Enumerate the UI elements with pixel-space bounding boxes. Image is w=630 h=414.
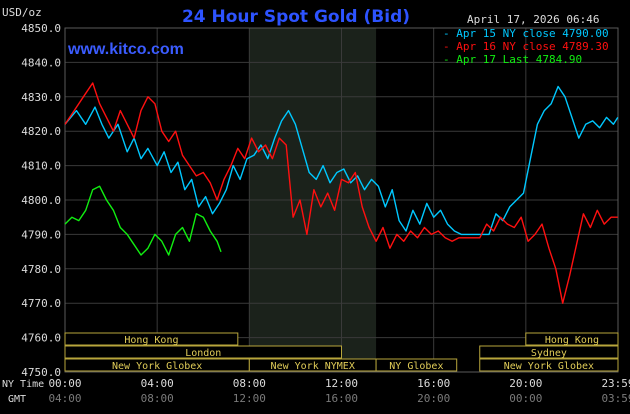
session-label-left-2: New York Globex: [112, 361, 202, 372]
x-tick-label-gmt: 16:00: [325, 392, 358, 405]
y-tick-label: 4850.0: [21, 22, 61, 35]
y-tick-label: 4790.0: [21, 228, 61, 241]
x-tick-label-gmt: 08:00: [141, 392, 174, 405]
y-tick-label: 4810.0: [21, 160, 61, 173]
currency-unit-label: USD/oz: [2, 6, 42, 19]
session-bar-right-0: [525, 332, 619, 346]
timestamp: April 17, 2026 06:46: [467, 13, 599, 26]
chart-title: 24 Hour Spot Gold (Bid): [182, 7, 410, 27]
y-tick-label: 4770.0: [21, 297, 61, 310]
y-axis-ticks: 4850.0 4840.0 4830.0 4820.0 4810.0 4800.0 4790…: [21, 22, 61, 379]
y-tick-label: 4760.0: [21, 332, 61, 345]
x-tick-label-ny: 00:00: [48, 377, 81, 390]
brand-watermark: www.kitco.com: [67, 41, 184, 58]
series-line-0: [64, 85, 619, 236]
session-label-left-4: NY Globex: [389, 361, 443, 372]
session-bar-left-1: [64, 345, 342, 359]
market-session-bars: Hong Kong London New York Globex New York N…: [64, 332, 619, 372]
x-tick-label-gmt: 04:00: [48, 392, 81, 405]
session-label-left-1: London: [185, 348, 221, 359]
gmt-label: GMT: [8, 394, 26, 405]
x-tick-label-gmt: 03:59: [601, 392, 630, 405]
session-label-left-0: Hong Kong: [124, 335, 178, 346]
session-label-right-1: Sydney: [531, 348, 567, 359]
x-tick-label-ny: 16:00: [417, 377, 450, 390]
x-tick-label-ny: 20:00: [509, 377, 542, 390]
legend-apr17: - Apr 17 Last 4784.90: [443, 53, 582, 66]
x-tick-label-gmt: 12:00: [233, 392, 266, 405]
session-bar-left-4: [375, 358, 458, 372]
legend-apr15: - Apr 15 NY close 4790.00: [443, 27, 609, 40]
series-line-2: [64, 185, 222, 256]
y-tick-label: 4780.0: [21, 263, 61, 276]
y-tick-label: 4830.0: [21, 91, 61, 104]
legend-apr16: - Apr 16 NY close 4789.30: [443, 40, 609, 53]
session-bar-right-2: [479, 358, 619, 372]
ny-time-label: NY Time: [2, 379, 44, 390]
session-bar-left-0: [64, 332, 239, 346]
x-tick-label-gmt: 00:00: [509, 392, 542, 405]
legend: - Apr 15 NY close 4790.00 - Apr 16 NY cl…: [443, 27, 609, 66]
session-label-left-3: New York NYMEX: [271, 361, 355, 372]
session-bar-right-1: [479, 345, 619, 359]
x-tick-label-gmt: 20:00: [417, 392, 450, 405]
y-tick-label: 4840.0: [21, 56, 61, 69]
x-tick-label-ny: 04:00: [141, 377, 174, 390]
x-axis-ticks: 00:00 04:00 04:00 08:00 08:00 12:00 12:00 16:00…: [48, 377, 630, 405]
series-line-1: [64, 82, 618, 304]
x-tick-label-ny: 23:59: [601, 377, 630, 390]
session-label-right-2: New York Globex: [504, 361, 594, 372]
plot-frame: [64, 27, 619, 373]
session-label-right-0: Hong Kong: [545, 335, 599, 346]
y-tick-label: 4750.0: [21, 366, 61, 379]
series-lines: [64, 82, 619, 304]
y-tick-label: 4820.0: [21, 125, 61, 138]
y-tick-label: 4800.0: [21, 194, 61, 207]
x-tick-label-ny: 12:00: [325, 377, 358, 390]
x-tick-label-ny: 08:00: [233, 377, 266, 390]
